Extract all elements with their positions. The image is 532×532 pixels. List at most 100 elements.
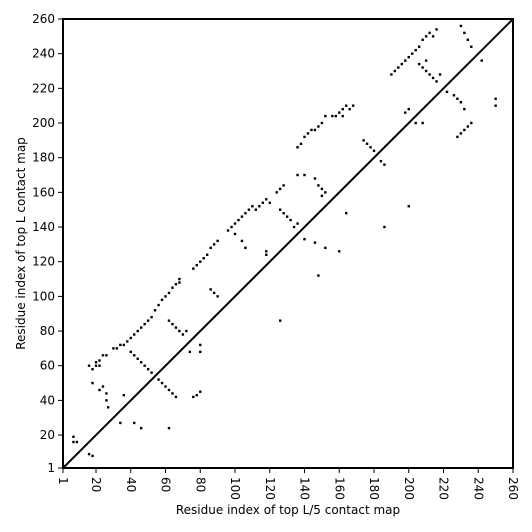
contact-point (209, 246, 212, 250)
contact-point (324, 246, 327, 250)
contact-point (407, 107, 410, 111)
contact-point (105, 354, 108, 357)
y-tick-label: 240 (32, 47, 55, 61)
contact-point (171, 392, 174, 395)
contact-point (171, 322, 174, 326)
contact-point (383, 163, 386, 166)
contact-point (282, 184, 285, 187)
contact-point (345, 211, 348, 215)
contact-point (275, 191, 278, 194)
contact-point (390, 73, 393, 76)
contact-point (414, 121, 417, 125)
contact-point (424, 69, 428, 73)
contact-point (265, 253, 268, 256)
contact-point (296, 222, 299, 225)
contact-point (317, 125, 320, 128)
contact-point (341, 114, 344, 118)
contact-point (303, 135, 306, 139)
contact-point (494, 104, 497, 107)
contact-point (278, 208, 282, 211)
contact-point (206, 253, 209, 256)
contact-point (195, 263, 198, 267)
contact-point (94, 364, 98, 367)
contact-point (226, 229, 230, 232)
diagonal-line (62, 18, 514, 469)
contact-point (101, 354, 105, 357)
contact-point (428, 31, 431, 35)
contact-point (428, 73, 431, 76)
contact-point (212, 291, 216, 295)
contact-point (494, 97, 497, 100)
contact-point (417, 45, 421, 48)
contact-point (150, 315, 153, 319)
contact-point (445, 90, 449, 94)
contact-point (91, 381, 94, 385)
contact-point (94, 361, 98, 364)
contact-point (379, 159, 383, 163)
contact-point (202, 257, 205, 260)
contact-point (320, 121, 324, 125)
contact-point (178, 277, 181, 281)
contact-point (320, 187, 324, 191)
contact-point (174, 395, 178, 399)
contact-point (75, 440, 79, 444)
contact-point (351, 104, 355, 107)
contact-point (421, 38, 424, 42)
contact-point (174, 283, 178, 286)
contact-point (122, 393, 126, 397)
contact-point (365, 142, 369, 146)
contact-point (185, 329, 188, 333)
contact-point (87, 364, 91, 367)
contact-point (296, 173, 299, 177)
x-tick-label: 220 (437, 477, 451, 500)
contact-point (251, 205, 254, 208)
x-tick-label: 20 (89, 477, 103, 492)
contact-point (233, 232, 237, 236)
contact-point (303, 237, 306, 241)
contact-point (438, 73, 442, 76)
contact-point (470, 121, 473, 125)
x-tick-label: 80 (193, 477, 207, 492)
contact-point (178, 281, 181, 284)
contact-point (417, 62, 421, 66)
contact-point (411, 52, 414, 55)
x-tick-label: 1 (56, 477, 70, 485)
contact-point (431, 76, 435, 80)
contact-point (435, 80, 438, 83)
contact-point (216, 295, 219, 298)
contact-point (160, 381, 164, 385)
x-tick-label: 60 (159, 477, 173, 492)
contact-point (303, 173, 306, 177)
contact-point (87, 452, 91, 456)
contact-point (424, 59, 428, 62)
contact-point (133, 354, 136, 357)
y-tick-label: 120 (32, 255, 55, 269)
contact-point (133, 421, 136, 425)
contact-point (348, 107, 351, 111)
contact-point (400, 62, 404, 66)
contact-point (167, 388, 171, 392)
contact-point (369, 146, 372, 149)
contact-point (431, 35, 435, 38)
contact-point (209, 288, 212, 291)
contact-points (72, 24, 497, 458)
contact-point (292, 225, 296, 229)
contact-point (174, 326, 178, 329)
contact-point (282, 211, 285, 215)
contact-point (139, 361, 143, 364)
contact-point (324, 114, 327, 118)
contact-point (247, 208, 251, 211)
contact-point (105, 399, 108, 402)
contact-point (195, 393, 198, 397)
x-axis-title: Residue index of top L/5 contact map (176, 503, 400, 517)
contact-point (459, 101, 463, 104)
contact-point (240, 215, 244, 218)
contact-point (463, 107, 466, 111)
contact-point (338, 250, 341, 253)
contact-point (254, 208, 258, 211)
contact-point (404, 111, 407, 114)
contact-point (199, 260, 202, 263)
y-tick-label: 220 (32, 81, 55, 95)
contact-point (424, 35, 428, 38)
